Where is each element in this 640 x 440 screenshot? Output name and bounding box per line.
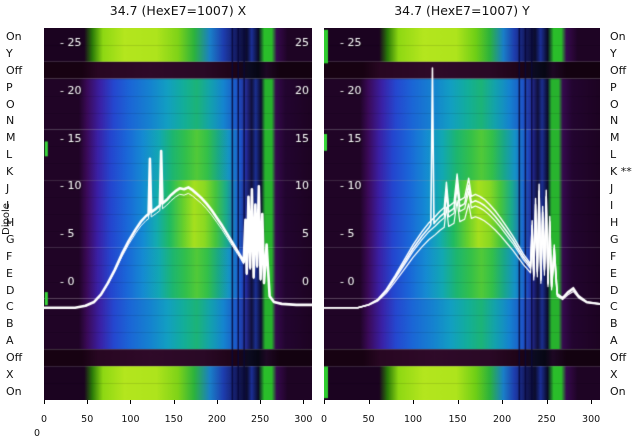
- row-label: P: [610, 80, 617, 94]
- left-row-labels: On Y Off P O N M L K J I H G F E D C B A Off X On: [6, 28, 40, 400]
- row-label: M: [6, 131, 16, 145]
- row-label: F: [6, 249, 13, 263]
- row-label: I: [6, 199, 10, 213]
- row-label: G: [6, 232, 15, 246]
- row-label: Off: [6, 63, 23, 77]
- right-panel-title: 34.7 (HexE7=1007) Y: [394, 3, 530, 18]
- row-label: B: [610, 317, 618, 331]
- row-label: X: [6, 368, 14, 382]
- left-panel-title: 34.7 (HexE7=1007) X: [109, 3, 247, 18]
- x-tick-mark: [457, 400, 459, 404]
- row-label: L: [6, 148, 13, 162]
- row-label: L: [610, 148, 617, 162]
- row-label: Off: [6, 351, 23, 365]
- row-label: Off: [610, 63, 627, 77]
- row-label: On: [610, 384, 626, 398]
- x-tick-mark: [216, 400, 218, 404]
- row-label: C: [6, 300, 14, 314]
- row-label: N: [610, 114, 619, 128]
- row-label: F: [610, 249, 617, 263]
- corner-tick-label: 0: [34, 428, 41, 439]
- row-label: A: [610, 334, 618, 348]
- x-tick-mark: [591, 400, 593, 404]
- x-tick-label: 0: [40, 414, 48, 425]
- row-label: O: [6, 97, 15, 111]
- row-label: On: [610, 29, 626, 43]
- x-tick-mark: [413, 400, 415, 404]
- x-tick-mark: [368, 400, 370, 404]
- row-label: B: [6, 317, 14, 331]
- x-tick-label: 300: [582, 414, 601, 425]
- row-label: On: [6, 384, 22, 398]
- row-label: J: [610, 182, 614, 196]
- x-tick-label: 300: [294, 414, 313, 425]
- row-label: M: [610, 131, 620, 145]
- row-label: E: [6, 266, 13, 280]
- x-tick-mark: [130, 400, 132, 404]
- x-tick-label: 50: [362, 414, 375, 425]
- row-label: Off: [610, 351, 627, 365]
- row-label: D: [610, 283, 619, 297]
- right-heatmap: [324, 28, 600, 400]
- row-label: D: [6, 283, 15, 297]
- right-row-labels: On Y Off P O N M L K ** J I H G F E D C B A Off X On: [610, 28, 640, 400]
- row-label: P: [6, 80, 13, 94]
- x-tick-mark: [173, 400, 175, 404]
- x-tick-label: 100: [403, 414, 423, 425]
- left-heatmap: [44, 28, 312, 400]
- x-tick-mark: [260, 400, 262, 404]
- row-label: E: [610, 266, 617, 280]
- row-label: H: [6, 215, 15, 229]
- row-label: Y: [6, 46, 13, 60]
- x-tick-mark: [546, 400, 548, 404]
- x-tick-mark: [303, 400, 305, 404]
- row-label: A: [6, 334, 14, 348]
- x-tick-label: 250: [537, 414, 556, 425]
- x-tick-label: 0: [320, 414, 328, 425]
- row-label: O: [610, 97, 619, 111]
- x-tick-mark: [324, 400, 325, 404]
- row-label: N: [6, 114, 15, 128]
- row-label: H: [610, 215, 619, 229]
- row-label: On: [6, 29, 22, 43]
- row-label: I: [610, 199, 614, 213]
- x-tick-label: 200: [207, 414, 226, 425]
- x-tick-mark: [502, 400, 504, 404]
- x-tick-label: 50: [81, 414, 94, 425]
- row-label: K **: [610, 165, 632, 179]
- row-label: G: [610, 232, 619, 246]
- row-label: Y: [610, 46, 617, 60]
- row-label: C: [610, 300, 618, 314]
- x-tick-label: 150: [164, 414, 183, 425]
- row-label: J: [6, 182, 10, 196]
- x-tick-label: 250: [251, 414, 270, 425]
- x-tick-label: 200: [492, 414, 512, 425]
- x-tick-mark: [87, 400, 89, 404]
- x-tick-label: 150: [448, 414, 467, 425]
- x-tick-mark: [44, 400, 45, 404]
- row-label: K: [6, 165, 14, 179]
- row-label: X: [610, 368, 618, 382]
- x-tick-label: 100: [121, 414, 140, 425]
